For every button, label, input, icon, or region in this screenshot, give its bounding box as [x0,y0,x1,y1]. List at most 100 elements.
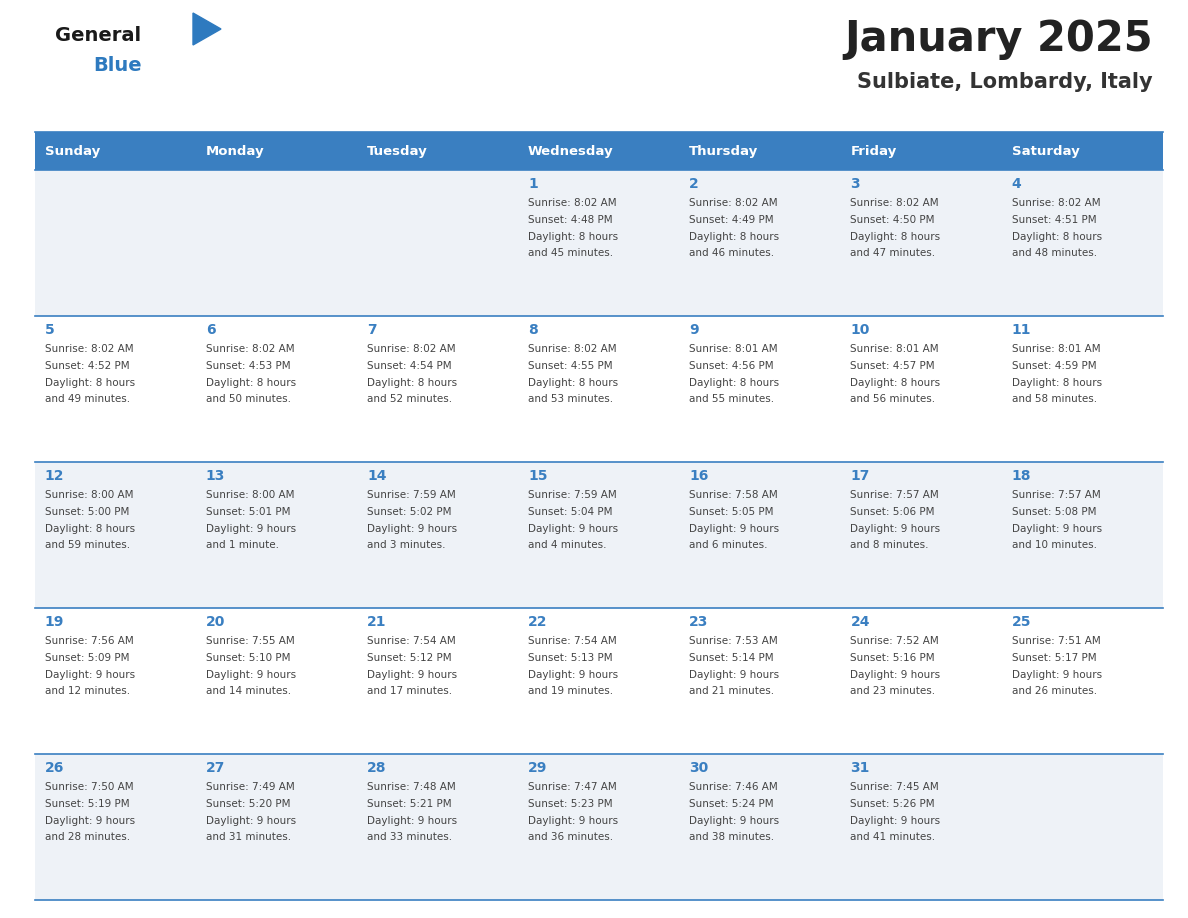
Text: Sunset: 5:12 PM: Sunset: 5:12 PM [367,653,451,663]
Text: Sunset: 5:23 PM: Sunset: 5:23 PM [529,799,613,809]
Text: 9: 9 [689,323,699,337]
Text: and 4 minutes.: and 4 minutes. [529,541,607,551]
Bar [34,316,1163,462]
Text: 24: 24 [851,615,870,629]
Bar [518,132,680,170]
Text: Friday: Friday [851,144,897,158]
Text: and 47 minutes.: and 47 minutes. [851,249,935,258]
Text: Sunrise: 7:52 AM: Sunrise: 7:52 AM [851,636,940,646]
Text: Sunset: 5:17 PM: Sunset: 5:17 PM [1011,653,1097,663]
Text: and 58 minutes.: and 58 minutes. [1011,395,1097,405]
Text: Daylight: 8 hours: Daylight: 8 hours [45,377,134,387]
Text: Daylight: 8 hours: Daylight: 8 hours [1011,377,1101,387]
Text: Sunrise: 8:02 AM: Sunrise: 8:02 AM [689,198,778,208]
Text: Sunrise: 8:02 AM: Sunrise: 8:02 AM [851,198,939,208]
Text: 1: 1 [529,177,538,191]
Text: 5: 5 [45,323,55,337]
Text: Daylight: 9 hours: Daylight: 9 hours [1011,669,1101,679]
Text: Daylight: 8 hours: Daylight: 8 hours [206,377,296,387]
Text: Sunrise: 7:51 AM: Sunrise: 7:51 AM [1011,636,1100,646]
Text: 21: 21 [367,615,386,629]
Text: Sunset: 4:55 PM: Sunset: 4:55 PM [529,361,613,371]
Text: Sunset: 4:52 PM: Sunset: 4:52 PM [45,361,129,371]
Text: and 45 minutes.: and 45 minutes. [529,249,613,258]
Text: January 2025: January 2025 [845,18,1154,60]
Text: Sunrise: 7:50 AM: Sunrise: 7:50 AM [45,782,133,792]
Text: and 38 minutes.: and 38 minutes. [689,833,775,843]
Text: and 23 minutes.: and 23 minutes. [851,687,935,697]
Text: Sunrise: 8:01 AM: Sunrise: 8:01 AM [689,344,778,354]
Text: Monday: Monday [206,144,265,158]
Text: Sunset: 4:59 PM: Sunset: 4:59 PM [1011,361,1097,371]
Text: 27: 27 [206,761,226,775]
Text: Sunset: 5:14 PM: Sunset: 5:14 PM [689,653,773,663]
Text: and 49 minutes.: and 49 minutes. [45,395,129,405]
Text: Sunset: 5:19 PM: Sunset: 5:19 PM [45,799,129,809]
Text: Daylight: 9 hours: Daylight: 9 hours [206,815,296,825]
Text: 12: 12 [45,469,64,483]
Text: Daylight: 8 hours: Daylight: 8 hours [367,377,457,387]
Text: Daylight: 9 hours: Daylight: 9 hours [367,815,457,825]
Text: and 55 minutes.: and 55 minutes. [689,395,775,405]
Text: Daylight: 9 hours: Daylight: 9 hours [206,523,296,533]
Text: Daylight: 8 hours: Daylight: 8 hours [689,377,779,387]
Text: and 3 minutes.: and 3 minutes. [367,541,446,551]
Bar [1001,132,1163,170]
Text: and 46 minutes.: and 46 minutes. [689,249,775,258]
Text: Blue: Blue [93,56,141,75]
Text: Wednesday: Wednesday [529,144,614,158]
Text: and 59 minutes.: and 59 minutes. [45,541,129,551]
Text: Sunset: 5:04 PM: Sunset: 5:04 PM [529,507,613,517]
Text: Sunrise: 8:02 AM: Sunrise: 8:02 AM [529,344,617,354]
Text: Daylight: 9 hours: Daylight: 9 hours [367,669,457,679]
Text: Sunrise: 8:02 AM: Sunrise: 8:02 AM [367,344,455,354]
Text: Daylight: 8 hours: Daylight: 8 hours [689,231,779,241]
Bar [358,132,518,170]
Text: Daylight: 9 hours: Daylight: 9 hours [529,523,618,533]
Text: Daylight: 9 hours: Daylight: 9 hours [529,815,618,825]
Text: Sunset: 5:08 PM: Sunset: 5:08 PM [1011,507,1097,517]
Text: Sunrise: 8:01 AM: Sunrise: 8:01 AM [1011,344,1100,354]
Bar [34,608,1163,754]
Bar [841,132,1001,170]
Text: Sunrise: 8:00 AM: Sunrise: 8:00 AM [206,490,295,500]
Text: and 17 minutes.: and 17 minutes. [367,687,453,697]
Text: 7: 7 [367,323,377,337]
Text: and 19 minutes.: and 19 minutes. [529,687,613,697]
Text: Daylight: 8 hours: Daylight: 8 hours [529,231,618,241]
Text: and 33 minutes.: and 33 minutes. [367,833,453,843]
Text: Sunrise: 8:02 AM: Sunrise: 8:02 AM [1011,198,1100,208]
Text: Sunset: 5:26 PM: Sunset: 5:26 PM [851,799,935,809]
Text: Sunrise: 7:57 AM: Sunrise: 7:57 AM [851,490,940,500]
Text: 29: 29 [529,761,548,775]
Text: 15: 15 [529,469,548,483]
Text: Sunset: 5:02 PM: Sunset: 5:02 PM [367,507,451,517]
Text: 25: 25 [1011,615,1031,629]
Text: Sunset: 4:53 PM: Sunset: 4:53 PM [206,361,290,371]
Text: Daylight: 9 hours: Daylight: 9 hours [689,815,779,825]
Text: Daylight: 8 hours: Daylight: 8 hours [529,377,618,387]
Text: 23: 23 [689,615,708,629]
Text: Sunset: 4:51 PM: Sunset: 4:51 PM [1011,215,1097,225]
Text: and 52 minutes.: and 52 minutes. [367,395,453,405]
Text: Sunrise: 7:57 AM: Sunrise: 7:57 AM [1011,490,1100,500]
Text: Sunset: 5:05 PM: Sunset: 5:05 PM [689,507,773,517]
Text: Tuesday: Tuesday [367,144,428,158]
Text: and 53 minutes.: and 53 minutes. [529,395,613,405]
Text: Sunset: 5:16 PM: Sunset: 5:16 PM [851,653,935,663]
Text: Sunset: 5:13 PM: Sunset: 5:13 PM [529,653,613,663]
Bar [34,132,196,170]
Text: Sunrise: 8:02 AM: Sunrise: 8:02 AM [206,344,295,354]
Bar [34,462,1163,608]
Text: 14: 14 [367,469,386,483]
Text: Sunrise: 7:53 AM: Sunrise: 7:53 AM [689,636,778,646]
Text: 22: 22 [529,615,548,629]
Text: 17: 17 [851,469,870,483]
Text: 18: 18 [1011,469,1031,483]
Text: Sunset: 5:01 PM: Sunset: 5:01 PM [206,507,290,517]
Text: Sunrise: 7:46 AM: Sunrise: 7:46 AM [689,782,778,792]
Text: Daylight: 9 hours: Daylight: 9 hours [689,523,779,533]
Text: 16: 16 [689,469,708,483]
Text: and 50 minutes.: and 50 minutes. [206,395,291,405]
Text: Daylight: 8 hours: Daylight: 8 hours [45,523,134,533]
